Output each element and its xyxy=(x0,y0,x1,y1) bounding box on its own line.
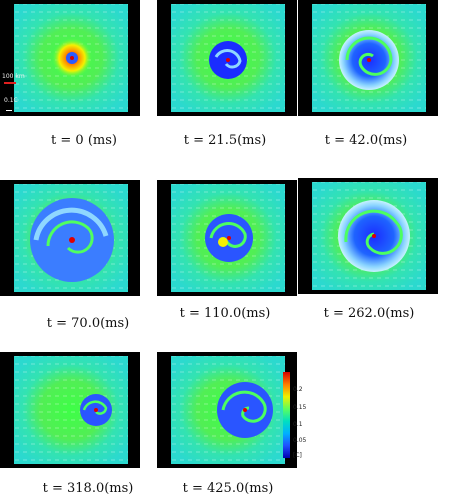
scale-bar xyxy=(4,82,16,84)
sim-panel-7 xyxy=(0,352,140,468)
scale-velocity-label: 0.1C xyxy=(4,97,18,104)
time-label-8: t = 425.0(ms) xyxy=(182,481,274,496)
sim-panel-6 xyxy=(298,178,438,294)
sim-panel-1: 100 km 0.1C xyxy=(0,0,140,116)
colorbar-tick-0-05: 0.05 xyxy=(293,437,307,444)
sim-panel-8 xyxy=(157,352,297,468)
sim-panel-3 xyxy=(298,0,438,116)
sim-panel-2 xyxy=(157,0,297,116)
colorbar-tick-0-15: 0.15 xyxy=(293,404,307,411)
scale-length-label: 100 km xyxy=(2,73,25,80)
time-label-5: t = 110.0(ms) xyxy=(179,306,271,321)
time-label-1: t = 0 (ms) xyxy=(51,133,117,148)
colorbar-tick-0-2: 0.2 xyxy=(293,386,303,393)
time-label-3: t = 42.0(ms) xyxy=(324,133,408,148)
colorbar-unit: [C] xyxy=(293,452,302,459)
sim-panel-4 xyxy=(0,180,140,296)
colorbar xyxy=(283,372,290,458)
time-label-4: t = 70.0(ms) xyxy=(46,316,130,331)
time-label-6: t = 262.0(ms) xyxy=(323,306,415,321)
colorbar-tick-0-1: 0.1 xyxy=(293,421,303,428)
time-label-2: t = 21.5(ms) xyxy=(183,133,267,148)
velocity-arrow xyxy=(6,110,12,111)
sim-panel-5 xyxy=(157,180,297,296)
time-label-7: t = 318.0(ms) xyxy=(42,481,134,496)
